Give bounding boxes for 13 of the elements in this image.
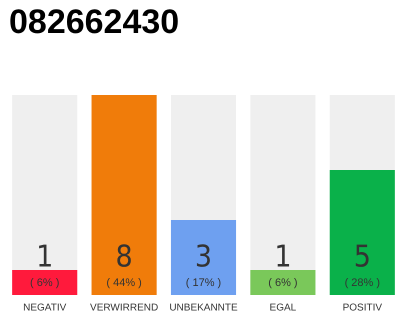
data-label: 8 ( 44% ) <box>106 240 142 289</box>
chart-title: 082662430 <box>9 3 180 41</box>
x-tick-label: EGAL <box>270 302 297 314</box>
data-label: 3 ( 17% ) <box>186 240 222 289</box>
x-tick-label: NEGATIV <box>23 302 67 314</box>
x-tick-label: POSITIV <box>342 302 382 314</box>
bar <box>250 270 316 295</box>
bar <box>12 270 78 295</box>
data-label: 1 ( 6% ) <box>30 240 60 289</box>
data-label: 5 ( 28% ) <box>344 240 380 289</box>
data-label: 1 ( 6% ) <box>268 240 298 289</box>
x-tick-label: VERWIRREND <box>90 302 158 314</box>
x-tick-label: UNBEKANNTE <box>169 302 238 314</box>
